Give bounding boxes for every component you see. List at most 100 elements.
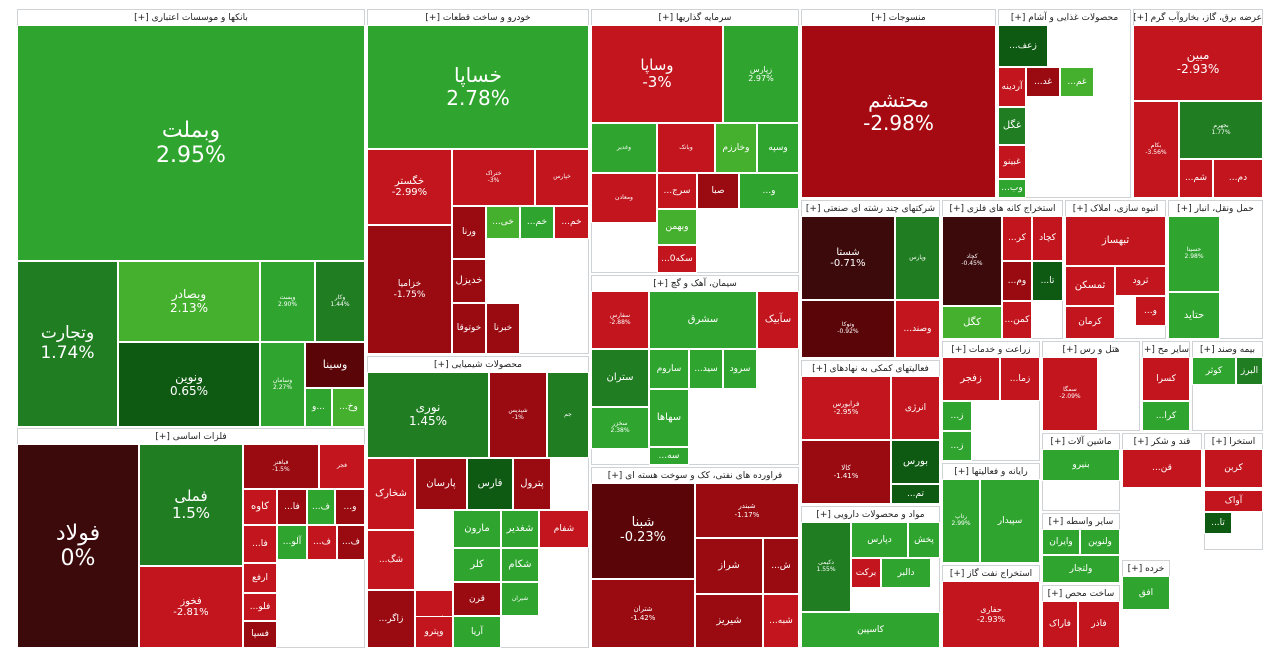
sector-title[interactable]: سرمایه گذاریها [+]	[658, 13, 732, 23]
sector-title[interactable]: سایر واسطه [+]	[1048, 517, 1114, 527]
stock-tile[interactable]: ...قن	[1122, 449, 1202, 488]
stock-tile[interactable]: ثمسکن	[1065, 266, 1115, 306]
stock-tile[interactable]: برکت	[851, 558, 881, 588]
stock-tile[interactable]: دالبر	[881, 558, 931, 588]
stock-tile[interactable]: فملی 1.5%	[139, 444, 243, 566]
sector-title[interactable]: سایر مح [+]	[1143, 345, 1189, 355]
stock-tile[interactable]: آردینه	[998, 67, 1026, 107]
stock-tile[interactable]: ...و	[1135, 296, 1166, 326]
stock-tile[interactable]: سمگا -2.09%	[1042, 357, 1098, 431]
stock-tile[interactable]: ...وخ	[332, 388, 365, 427]
stock-tile[interactable]: ...کرا	[1142, 401, 1190, 431]
stock-tile[interactable]: ...شم	[1179, 159, 1213, 198]
stock-tile[interactable]: ...شبه	[763, 594, 799, 648]
stock-tile[interactable]: فباهنر -1.5%	[243, 444, 319, 489]
stock-tile[interactable]: خدیزل	[452, 259, 486, 303]
stock-tile[interactable]: مارون	[453, 510, 501, 548]
sector-title[interactable]: ماشین آلات [+]	[1050, 437, 1112, 447]
stock-tile[interactable]: ولنوین	[1080, 529, 1120, 555]
stock-tile[interactable]: کربن	[1204, 449, 1263, 488]
stock-tile[interactable]: جم	[547, 372, 589, 458]
stock-tile[interactable]: ...غم	[1060, 67, 1094, 97]
stock-tile[interactable]: ...خی	[486, 206, 520, 239]
sector-title[interactable]: حمل ونقل، انبار [+]	[1177, 204, 1254, 214]
stock-tile[interactable]: ...فا	[277, 489, 307, 525]
stock-tile[interactable]: ...تا	[1204, 512, 1232, 534]
stock-tile[interactable]: شبندر -1.17%	[695, 483, 799, 538]
stock-tile[interactable]: ...تا	[1032, 261, 1063, 301]
stock-tile[interactable]: وایران	[1042, 529, 1080, 555]
stock-tile[interactable]: فخوز -2.81%	[139, 566, 243, 648]
stock-tile[interactable]: وکار 1.44%	[315, 261, 365, 342]
stock-tile[interactable]: پخش	[908, 522, 940, 558]
stock-tile[interactable]: شپدیس -1%	[489, 372, 547, 458]
stock-tile[interactable]: خپارس	[535, 149, 589, 206]
stock-tile[interactable]: ...زعف	[998, 25, 1048, 67]
stock-tile[interactable]: ...دم	[1213, 159, 1263, 198]
stock-tile[interactable]: ...فا	[243, 525, 277, 563]
stock-tile[interactable]: ...سید	[689, 349, 723, 389]
stock-tile[interactable]: قرن	[453, 582, 501, 616]
stock-tile[interactable]: آریا	[453, 616, 501, 648]
sector-title[interactable]: شرکتهای چند رشته ای صنعتی [+]	[805, 204, 936, 214]
stock-tile[interactable]: ومعادن	[591, 173, 657, 223]
sector-title[interactable]: هتل و رس [+]	[1062, 345, 1120, 355]
stock-tile[interactable]: بجهرم 1.77%	[1179, 101, 1263, 159]
sector-title[interactable]: رایانه و فعالیتها [+]	[954, 467, 1028, 477]
stock-tile[interactable]: وبملت 2.95%	[17, 25, 365, 261]
stock-tile[interactable]: ...ز	[942, 401, 972, 431]
stock-tile[interactable]: ...سه	[649, 447, 689, 465]
stock-tile[interactable]: آواک	[1204, 490, 1263, 512]
stock-tile[interactable]: ولتجار	[1042, 555, 1120, 583]
stock-tile[interactable]: ...غد	[1026, 67, 1060, 97]
stock-tile[interactable]: رتاپ 2.99%	[942, 479, 980, 563]
stock-tile[interactable]: انرژی	[891, 376, 940, 440]
stock-tile[interactable]: وپست 2.90%	[260, 261, 315, 342]
stock-tile[interactable]: وخارزم	[715, 123, 757, 173]
sector-title[interactable]: قند و شکر [+]	[1133, 437, 1191, 447]
stock-tile[interactable]: وتجارت 1.74%	[17, 261, 118, 427]
stock-tile[interactable]: شبنا -0.23%	[591, 483, 695, 579]
sector-title[interactable]: استخراج نفت گاز [+]	[949, 569, 1033, 579]
sector-title[interactable]: فراورده های نفتی، کک و سوخت هسته ای [+]	[607, 471, 783, 481]
stock-tile[interactable]: ...تم	[891, 484, 940, 504]
stock-tile[interactable]: شکام	[501, 548, 539, 582]
stock-tile[interactable]: ثرود	[1115, 266, 1166, 296]
stock-tile[interactable]: بورس	[891, 440, 940, 484]
stock-tile[interactable]: خگستر -2.99%	[367, 149, 452, 225]
sector-title[interactable]: انبوه سازی، املاک [+]	[1072, 204, 1159, 214]
sector-title[interactable]: زراعت و خدمات [+]	[951, 345, 1031, 355]
stock-tile[interactable]: شخارک	[367, 458, 415, 530]
stock-tile[interactable]: کوثر	[1192, 357, 1236, 385]
stock-tile[interactable]: زفجر	[942, 357, 1000, 401]
stock-tile[interactable]: افق	[1122, 576, 1170, 610]
stock-tile[interactable]: پارسان	[415, 458, 467, 510]
stock-tile[interactable]: وغدیر	[591, 123, 657, 173]
stock-tile[interactable]: ...سرج	[657, 173, 697, 209]
stock-tile[interactable]: سپیدار	[980, 479, 1040, 563]
stock-tile[interactable]: و...	[305, 388, 332, 427]
stock-tile[interactable]: ...خم	[554, 206, 589, 239]
sector-title[interactable]: عرضه برق، گاز، بخاروآب گرم [+]	[1134, 13, 1262, 23]
stock-tile[interactable]: سخزر 2.38%	[591, 407, 649, 449]
stock-tile[interactable]: ...ز	[942, 431, 972, 461]
sector-title[interactable]: استخراج کانه های فلزی [+]	[949, 204, 1056, 214]
stock-tile[interactable]: سرود	[723, 349, 757, 389]
sector-title[interactable]: بانکها و موسسات اعتباری [+]	[134, 13, 248, 23]
sector-title[interactable]: سیمان، آهک و گچ [+]	[653, 279, 737, 289]
sector-title[interactable]: فعالیتهای کمکی به نهادهای [+]	[812, 364, 929, 374]
stock-tile[interactable]: غگل	[998, 107, 1026, 145]
stock-tile[interactable]: فرابورس -2.95%	[801, 376, 891, 440]
stock-tile[interactable]: شتران -1.42%	[591, 579, 695, 648]
stock-tile[interactable]: خوتوقا	[452, 303, 486, 354]
stock-tile[interactable]: بکام -3.56%	[1133, 101, 1179, 198]
stock-tile[interactable]: بنیرو	[1042, 449, 1120, 481]
stock-tile[interactable]: ...ش	[763, 538, 799, 594]
stock-tile[interactable]: ...وصند	[895, 300, 940, 358]
stock-tile[interactable]: نوری 1.45%	[367, 372, 489, 458]
sector-title[interactable]: استخرا [+]	[1211, 437, 1256, 447]
stock-tile[interactable]: شیران	[501, 582, 539, 616]
stock-tile[interactable]: سآبیک	[757, 291, 799, 349]
stock-tile[interactable]: ...آلو	[277, 525, 307, 560]
sector-title[interactable]: محصولات غذایی و آشام [+]	[1010, 13, 1119, 23]
